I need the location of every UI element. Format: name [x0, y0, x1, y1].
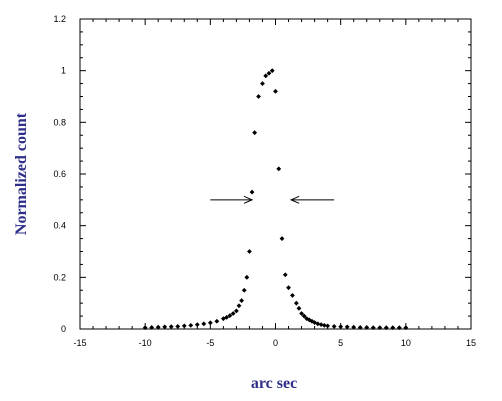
data-point: [383, 325, 389, 331]
data-point: [201, 321, 207, 327]
x-tick-label: 0: [273, 338, 278, 348]
data-point: [247, 249, 252, 254]
data-point: [188, 322, 194, 328]
data-point: [269, 68, 275, 74]
x-tick-label: 15: [466, 338, 476, 348]
data-point: [276, 166, 282, 172]
data-point: [396, 325, 402, 331]
data-point: [175, 324, 181, 329]
y-tick-label: 0.4: [53, 221, 66, 231]
data-point: [260, 81, 265, 86]
data-points: [142, 68, 409, 331]
data-point: [230, 311, 236, 316]
y-tick-label: 1: [61, 66, 66, 76]
axis-ticks: [79, 18, 472, 330]
data-point: [344, 324, 350, 330]
data-point: [155, 324, 161, 330]
data-point: [249, 189, 255, 195]
annotation-arrow-head: [243, 195, 254, 204]
x-tick-label: 5: [338, 338, 343, 348]
data-point: [290, 293, 295, 298]
x-axis-title: arc sec: [251, 375, 297, 392]
data-point: [181, 323, 187, 329]
y-tick-label: 1.2: [53, 14, 66, 24]
data-point: [279, 236, 285, 241]
data-point: [282, 272, 288, 278]
y-tick-label: 0: [61, 324, 66, 334]
data-point: [377, 325, 383, 331]
data-point: [325, 323, 331, 329]
data-point: [301, 313, 307, 319]
data-point: [299, 311, 304, 316]
data-point: [236, 303, 242, 309]
data-point: [403, 325, 409, 331]
data-point: [338, 324, 344, 330]
data-point: [331, 324, 337, 329]
data-point: [194, 322, 200, 328]
data-point: [224, 314, 230, 320]
data-point: [142, 325, 148, 331]
y-tick-label: 0.2: [53, 272, 66, 282]
data-point: [321, 322, 327, 328]
data-point: [351, 324, 357, 330]
data-point: [234, 308, 239, 314]
data-point: [207, 320, 213, 326]
data-point: [241, 287, 247, 293]
x-tick-label: -15: [73, 338, 86, 348]
data-point: [315, 321, 321, 327]
data-point: [357, 325, 363, 330]
data-point: [227, 313, 233, 318]
data-point: [273, 88, 278, 94]
data-point: [286, 285, 291, 291]
data-point: [149, 325, 155, 330]
y-tick-label: 0.8: [53, 117, 66, 127]
y-tick-label: 0.6: [53, 169, 66, 179]
data-point: [162, 324, 168, 330]
x-tick-label: -10: [139, 338, 152, 348]
data-point: [370, 325, 376, 331]
annotation-arrows: [210, 195, 335, 204]
data-point: [239, 298, 245, 303]
data-point: [256, 94, 261, 99]
data-point: [266, 70, 272, 76]
x-tick-label: -5: [206, 338, 214, 348]
data-point: [214, 318, 220, 324]
annotation-arrow-head: [289, 195, 300, 204]
data-point: [244, 274, 250, 280]
data-point: [296, 305, 302, 311]
tick-labels: -15 -10 -5 0 5 10 15 0 0.2 0.4 0.6 0.8 1 1.2: [53, 14, 476, 348]
data-point: [293, 300, 299, 306]
data-point: [364, 325, 370, 330]
data-point: [390, 325, 396, 331]
data-point: [252, 130, 258, 136]
data-point: [318, 322, 324, 328]
x-tick-label: 10: [401, 338, 411, 348]
y-axis-title: Normalized count: [13, 112, 30, 235]
data-point: [168, 324, 174, 330]
data-point: [263, 73, 269, 79]
